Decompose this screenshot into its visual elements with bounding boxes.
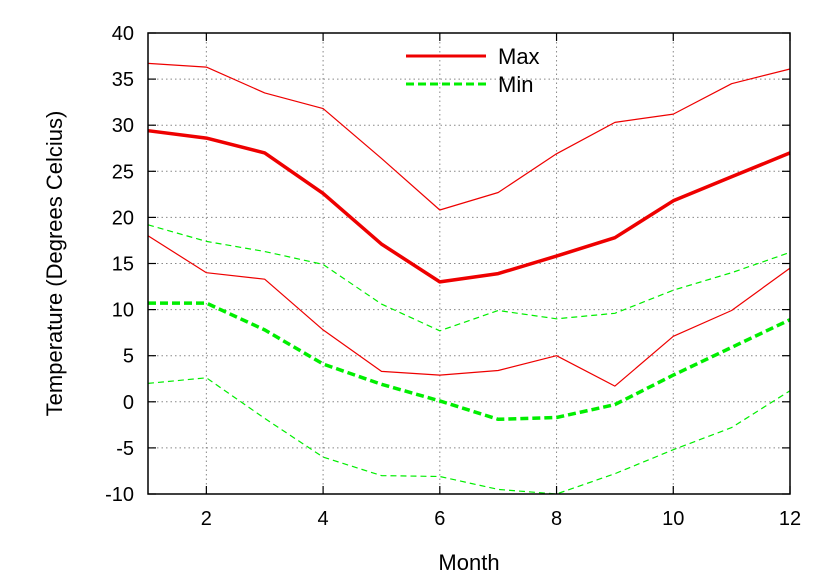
y-tick-label: 40 [112, 23, 134, 45]
series-line-min-mean [148, 301, 791, 422]
series-line-max-lower-bound [147, 235, 791, 387]
y-tick-label: -5 [116, 438, 134, 460]
x-tick-label: 10 [662, 508, 684, 530]
series-line-min-upper-bound [147, 224, 791, 332]
x-tick-label: 4 [318, 508, 329, 530]
series-line-max-mean [147, 128, 791, 284]
y-axis-title: Temperature (Degrees Celcius) [42, 111, 67, 417]
legend-label-min: Min [498, 72, 533, 97]
x-axis-title: Month [438, 550, 499, 575]
x-tick-label: 2 [201, 508, 212, 530]
series-line-min-lower-bound [147, 377, 791, 495]
x-tick-label: 6 [434, 508, 445, 530]
series-line-max-upper-bound [147, 62, 791, 211]
y-tick-label: 10 [112, 300, 134, 322]
y-tick-label: 25 [112, 161, 134, 183]
y-tick-label: 30 [112, 115, 134, 137]
y-tick-label: 20 [112, 207, 134, 229]
axis-ticks: -10 -5 0 5 10 15 20 25 30 35 40 2 4 6 8 10 12 [105, 23, 801, 530]
x-tick-label: 8 [551, 508, 562, 530]
legend-label-max: Max [498, 44, 540, 69]
y-tick-label: -10 [105, 484, 134, 506]
legend: Max Min [406, 44, 540, 97]
y-tick-label: 5 [123, 346, 134, 368]
y-tick-label: 15 [112, 254, 134, 276]
series-group [147, 62, 791, 495]
x-tick-label: 12 [779, 508, 801, 530]
y-tick-label: 35 [112, 69, 134, 91]
grid [148, 33, 790, 494]
y-tick-label: 0 [123, 392, 134, 414]
